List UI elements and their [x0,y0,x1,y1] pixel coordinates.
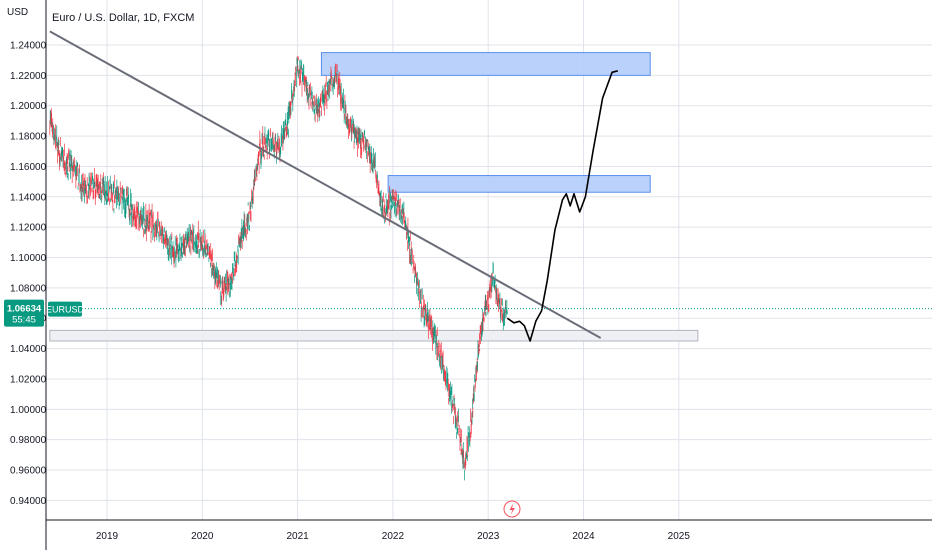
y-tick-label: 1.20000 [10,101,47,112]
y-tick-label: 1.02000 [10,374,47,385]
chart-title: Euro / U.S. Dollar, 1D, FXCM [52,12,194,24]
y-tick-label: 1.22000 [10,71,47,82]
x-tick-label: 2025 [668,531,691,542]
y-tick-label: 1.16000 [10,162,47,173]
candles [49,55,508,481]
symbol-box [48,301,82,317]
x-tick-label: 2022 [382,531,405,542]
trendline [49,30,602,339]
x-tick-label: 2021 [286,531,309,542]
zone-rectangle [387,175,651,193]
current-price-label: 1.06634 [7,304,42,315]
y-tick-label: 1.18000 [10,132,47,143]
y-tick-label: 1.24000 [10,41,47,52]
x-tick-label: 2023 [477,531,500,542]
trendline-layer [49,30,602,339]
current-price-box [4,299,44,327]
y-tick-label: 0.96000 [10,466,47,477]
x-tick-label: 2024 [572,531,595,542]
zone-rectangle [49,329,699,342]
y-tick-label: 1.14000 [10,192,47,203]
projection-path [506,70,619,342]
zone-rectangle [320,52,651,76]
x-tick-label: 2019 [96,531,119,542]
x-tick-label: 2020 [191,531,214,542]
y-tick-label: 1.08000 [10,283,47,294]
y-unit-label: USD [7,7,28,18]
y-tick-label: 0.98000 [10,435,47,446]
axes: 1.24000 1.22000 1.20000 1.18000 1.16000 1.140… [10,0,932,550]
symbol-label: EURUSD [46,305,85,315]
y-tick-label: 0.94000 [10,496,47,507]
y-tick-label: 1.00000 [10,405,47,416]
lightning-icon[interactable] [503,500,521,518]
y-tick-label: 1.12000 [10,223,47,234]
zones [49,52,699,342]
projection-layer [506,70,619,342]
y-tick-label: 1.10000 [10,253,47,264]
y-tick-label: 1.04000 [10,344,47,355]
grid [46,0,932,520]
current-price-countdown: 55:45 [12,315,36,326]
